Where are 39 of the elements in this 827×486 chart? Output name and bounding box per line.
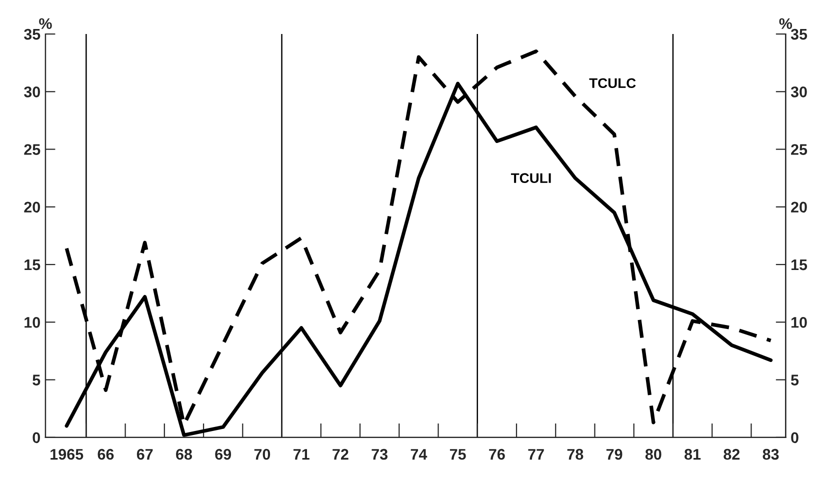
y-tick-label: 15 xyxy=(24,260,40,270)
x-tick-label: 77 xyxy=(528,449,544,460)
y-tick-label: 35 xyxy=(24,28,40,40)
y2-tick-label: 0 xyxy=(791,432,798,444)
y2-tick-label: 10 xyxy=(791,317,807,328)
x-tick-label: 67 xyxy=(136,448,153,460)
x-tick-label: 82 xyxy=(724,448,740,460)
y2-tick-label: 15 xyxy=(791,260,808,270)
y-tick-label: 25 xyxy=(24,144,40,155)
y2-tick-label: 20 xyxy=(791,202,807,213)
y2-tick-label: 35 xyxy=(790,28,808,40)
x-tick-label: 1965 xyxy=(50,448,84,460)
y-tick-label: 20 xyxy=(24,202,40,213)
x-tick-label: 72 xyxy=(332,448,348,460)
x-tick-label: 79 xyxy=(606,448,622,460)
x-tick-label: 81 xyxy=(684,448,701,460)
x-tick-label: 69 xyxy=(215,448,232,460)
x-tick-label: 66 xyxy=(98,448,114,460)
y2-tick-label: 5 xyxy=(790,374,799,386)
x-tick-label: 83 xyxy=(762,448,779,460)
x-tick-label: 70 xyxy=(254,448,270,460)
x-tick-label: 75 xyxy=(450,449,466,460)
y-tick-label: 0 xyxy=(32,432,40,444)
x-tick-label: 76 xyxy=(489,448,505,460)
y2-axis-title: % xyxy=(779,18,792,29)
series-label: TCULI xyxy=(510,173,551,184)
x-tick-label: 73 xyxy=(372,448,388,460)
y2-tick-label: 30 xyxy=(790,86,807,98)
y-axis-title: % xyxy=(39,18,52,29)
y-tick-label: 5 xyxy=(32,374,40,386)
x-tick-label: 80 xyxy=(645,448,662,460)
y2-tick-label: 25 xyxy=(791,144,808,155)
y-tick-label: 30 xyxy=(24,86,40,98)
x-tick-label: 71 xyxy=(293,449,310,460)
y-tick-label: 10 xyxy=(24,317,40,328)
x-tick-label: 74 xyxy=(410,449,428,460)
series-label: TCULC xyxy=(589,78,636,88)
x-tick-label: 78 xyxy=(567,448,584,460)
x-tick-label: 68 xyxy=(176,448,192,460)
